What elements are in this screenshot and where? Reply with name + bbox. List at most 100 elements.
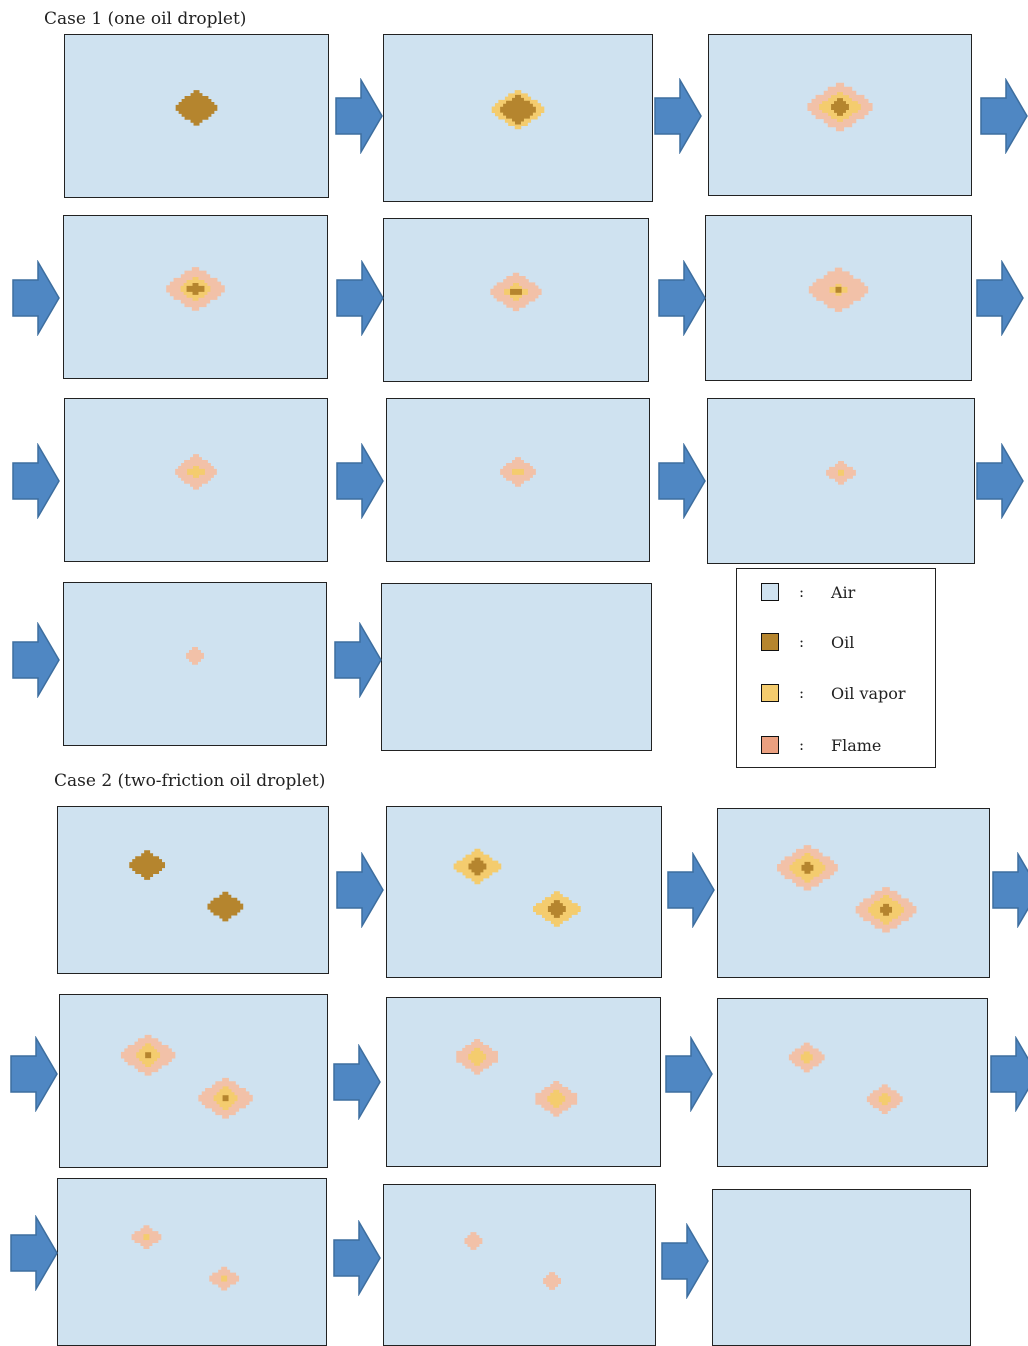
right-arrow-shape <box>980 78 1028 154</box>
case2-frame-3 <box>717 808 990 978</box>
oil-region <box>801 861 814 874</box>
frame-canvas <box>713 1190 970 1345</box>
case1-frame-11 <box>381 583 652 751</box>
case2-frame-4 <box>59 994 328 1168</box>
right-arrow-shape <box>335 78 383 154</box>
frame-canvas <box>826 460 856 485</box>
legend-label-oil-vapor: Oil vapor <box>831 684 906 703</box>
frame-canvas <box>777 845 917 933</box>
case2-frame-2 <box>386 806 662 978</box>
right-arrow-shape <box>667 852 715 928</box>
right-arrow-shape <box>336 260 384 336</box>
case1-step-arrow-icon <box>12 443 60 519</box>
case1-step-arrow-icon <box>976 443 1024 519</box>
case1-step-arrow-icon <box>12 260 60 336</box>
right-arrow-shape <box>334 622 382 698</box>
legend-swatch-oil-vapor <box>761 684 779 702</box>
flame-region <box>186 647 204 665</box>
oil-region <box>547 900 566 918</box>
right-arrow-shape <box>12 443 60 519</box>
case2-frame-9 <box>712 1189 971 1346</box>
case1-step-arrow-icon <box>336 260 384 336</box>
case2-step-arrow-icon <box>333 1044 381 1120</box>
case1-step-arrow-icon <box>976 260 1024 336</box>
oil-vapor-region <box>512 468 524 475</box>
frame-canvas <box>175 90 218 126</box>
flame-region <box>543 1272 561 1290</box>
case1-title: Case 1 (one oil droplet) <box>44 9 247 29</box>
case1-step-arrow-icon <box>336 443 384 519</box>
case2-frame-8 <box>383 1184 656 1346</box>
case1-step-arrow-icon <box>654 78 702 154</box>
oil-vapor-region <box>221 1275 228 1282</box>
oil-region <box>145 1052 152 1059</box>
frame-canvas <box>788 1042 903 1115</box>
right-arrow-shape <box>658 260 706 336</box>
case1-frame-10 <box>63 582 327 746</box>
case1-frame-9 <box>707 398 975 564</box>
legend-item-air: : Air <box>761 583 931 605</box>
oil-vapor-region <box>547 1089 566 1108</box>
case2-step-arrow-icon <box>992 852 1028 928</box>
oil-region <box>831 98 849 116</box>
frame-canvas <box>131 1225 240 1291</box>
frame-canvas <box>129 850 244 922</box>
case1-frame-8 <box>386 398 650 562</box>
case2-step-arrow-icon <box>333 1220 381 1296</box>
right-arrow-shape <box>10 1036 58 1112</box>
case1-step-arrow-icon <box>658 443 706 519</box>
case1-step-arrow-icon <box>12 622 60 698</box>
right-arrow-shape <box>992 852 1028 928</box>
frame-canvas <box>175 454 217 490</box>
oil-vapor-region <box>468 1047 487 1066</box>
frame-canvas <box>500 457 536 487</box>
legend-item-oil: : Oil <box>761 633 931 655</box>
case1-frame-5 <box>383 218 649 382</box>
oil-vapor-region <box>838 469 844 476</box>
legend-swatch-flame <box>761 736 779 754</box>
legend-separator: : <box>799 583 805 601</box>
case2-step-arrow-icon <box>990 1036 1028 1112</box>
legend-swatch-air <box>761 583 779 601</box>
right-arrow-shape <box>336 443 384 519</box>
right-arrow-shape <box>336 852 384 928</box>
oil-region <box>500 94 536 125</box>
case1-step-arrow-icon <box>334 622 382 698</box>
case1-step-arrow-icon <box>658 260 706 336</box>
case2-frame-7 <box>57 1178 327 1346</box>
case1-frame-7 <box>64 398 328 562</box>
legend-item-flame: : Flame <box>761 736 931 758</box>
frame-canvas <box>807 82 873 132</box>
oil-region <box>880 903 893 916</box>
case2-step-arrow-icon <box>661 1223 709 1299</box>
frame-canvas <box>490 272 542 312</box>
flame-region <box>464 1232 483 1250</box>
right-arrow-shape <box>661 1223 709 1299</box>
frame-canvas <box>382 584 651 750</box>
legend: : Air : Oil : Oil vapor : Flame <box>736 568 936 768</box>
right-arrow-shape <box>12 622 60 698</box>
oil-vapor-region <box>800 1051 813 1064</box>
right-arrow-shape <box>665 1036 713 1112</box>
case2-step-arrow-icon <box>336 852 384 928</box>
right-arrow-shape <box>658 443 706 519</box>
case1-frame-6 <box>705 215 972 381</box>
legend-separator: : <box>799 684 805 702</box>
case2-step-arrow-icon <box>665 1036 713 1112</box>
case2-step-arrow-icon <box>667 852 715 928</box>
oil-region <box>129 850 166 880</box>
right-arrow-shape <box>10 1215 58 1291</box>
legend-swatch-oil <box>761 633 779 651</box>
case2-frame-6 <box>717 998 988 1167</box>
case1-frame-4 <box>63 215 328 379</box>
frame-canvas <box>491 90 545 130</box>
right-arrow-shape <box>976 260 1024 336</box>
case2-step-arrow-icon <box>10 1215 58 1291</box>
case2-frame-5 <box>386 997 661 1167</box>
frame-canvas <box>166 267 225 311</box>
oil-vapor-region <box>143 1234 150 1241</box>
oil-region <box>468 857 487 876</box>
frame-canvas <box>808 267 869 312</box>
case2-title: Case 2 (two-friction oil droplet) <box>54 771 326 791</box>
legend-label-air: Air <box>831 583 856 602</box>
